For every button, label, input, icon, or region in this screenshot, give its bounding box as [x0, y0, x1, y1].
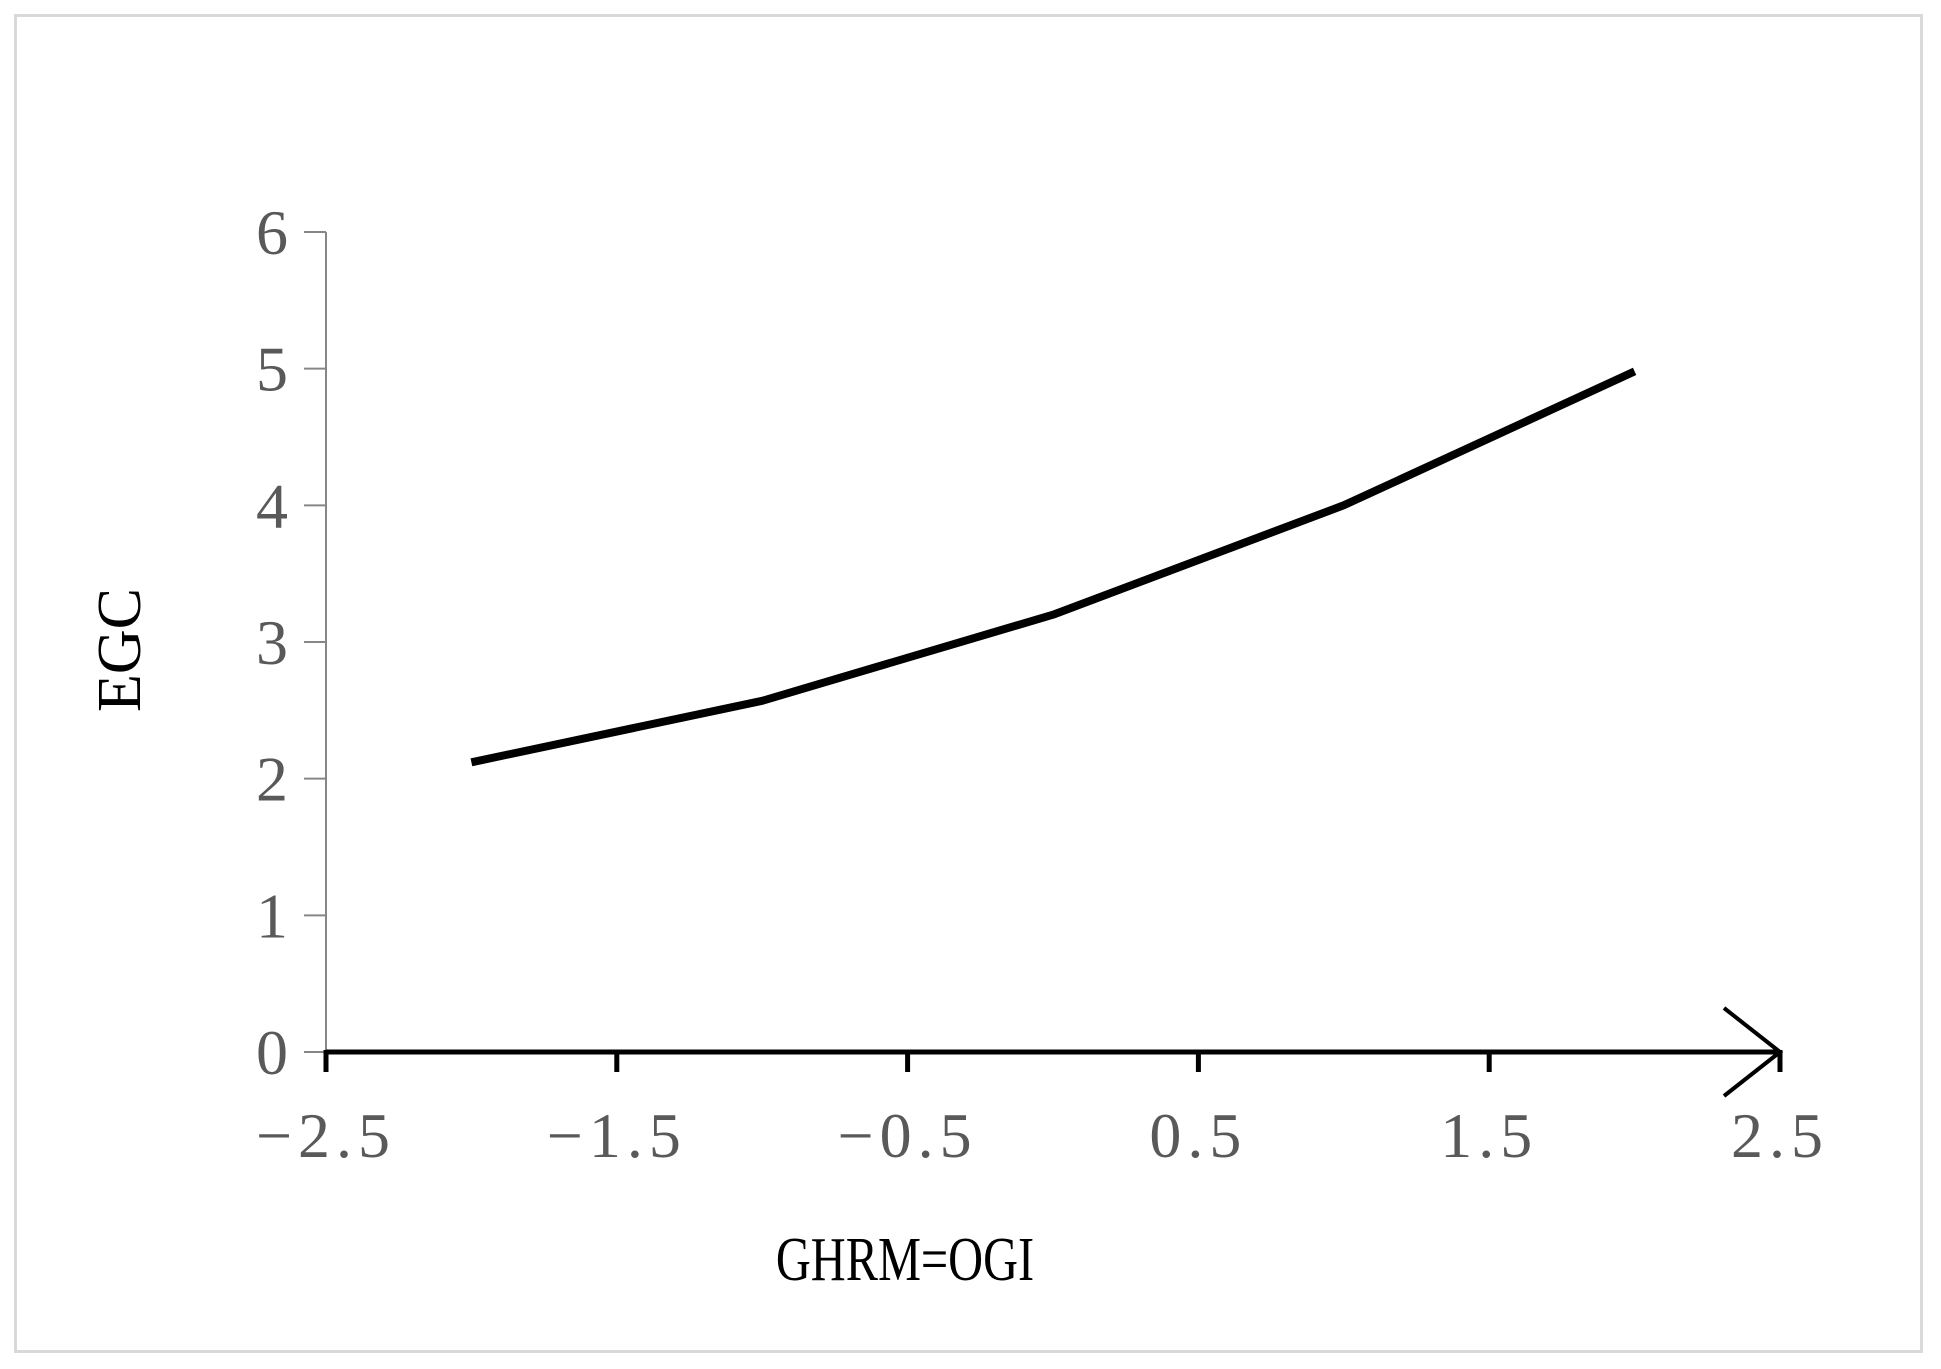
- x-tick-label: −1.5: [547, 1100, 687, 1171]
- x-tick-label: 2.5: [1731, 1100, 1829, 1171]
- y-tick-label: 3: [256, 607, 288, 678]
- x-axis: −2.5 −1.5 −0.5 0.5 1.5 2.5: [256, 1006, 1829, 1171]
- y-axis: 0 1 2 3 4 5 6: [256, 197, 327, 1088]
- y-tick-label: 2: [256, 744, 288, 815]
- y-axis-title: EGC: [86, 588, 154, 712]
- series-line: [470, 367, 1637, 767]
- y-tick-label: 0: [256, 1017, 288, 1088]
- x-tick-label: 0.5: [1149, 1100, 1247, 1171]
- y-tick-label: 1: [256, 880, 288, 951]
- series-group: [470, 367, 1637, 767]
- x-tick-label: −0.5: [838, 1100, 978, 1171]
- x-axis-title: GHRM=OGI: [776, 1225, 1034, 1294]
- y-tick-label: 6: [256, 197, 288, 268]
- x-tick-label: 1.5: [1440, 1100, 1538, 1171]
- x-tick-label: −2.5: [256, 1100, 396, 1171]
- y-tick-label: 4: [256, 470, 288, 541]
- y-tick-label: 5: [256, 334, 288, 405]
- chart-frame: [14, 14, 1923, 1353]
